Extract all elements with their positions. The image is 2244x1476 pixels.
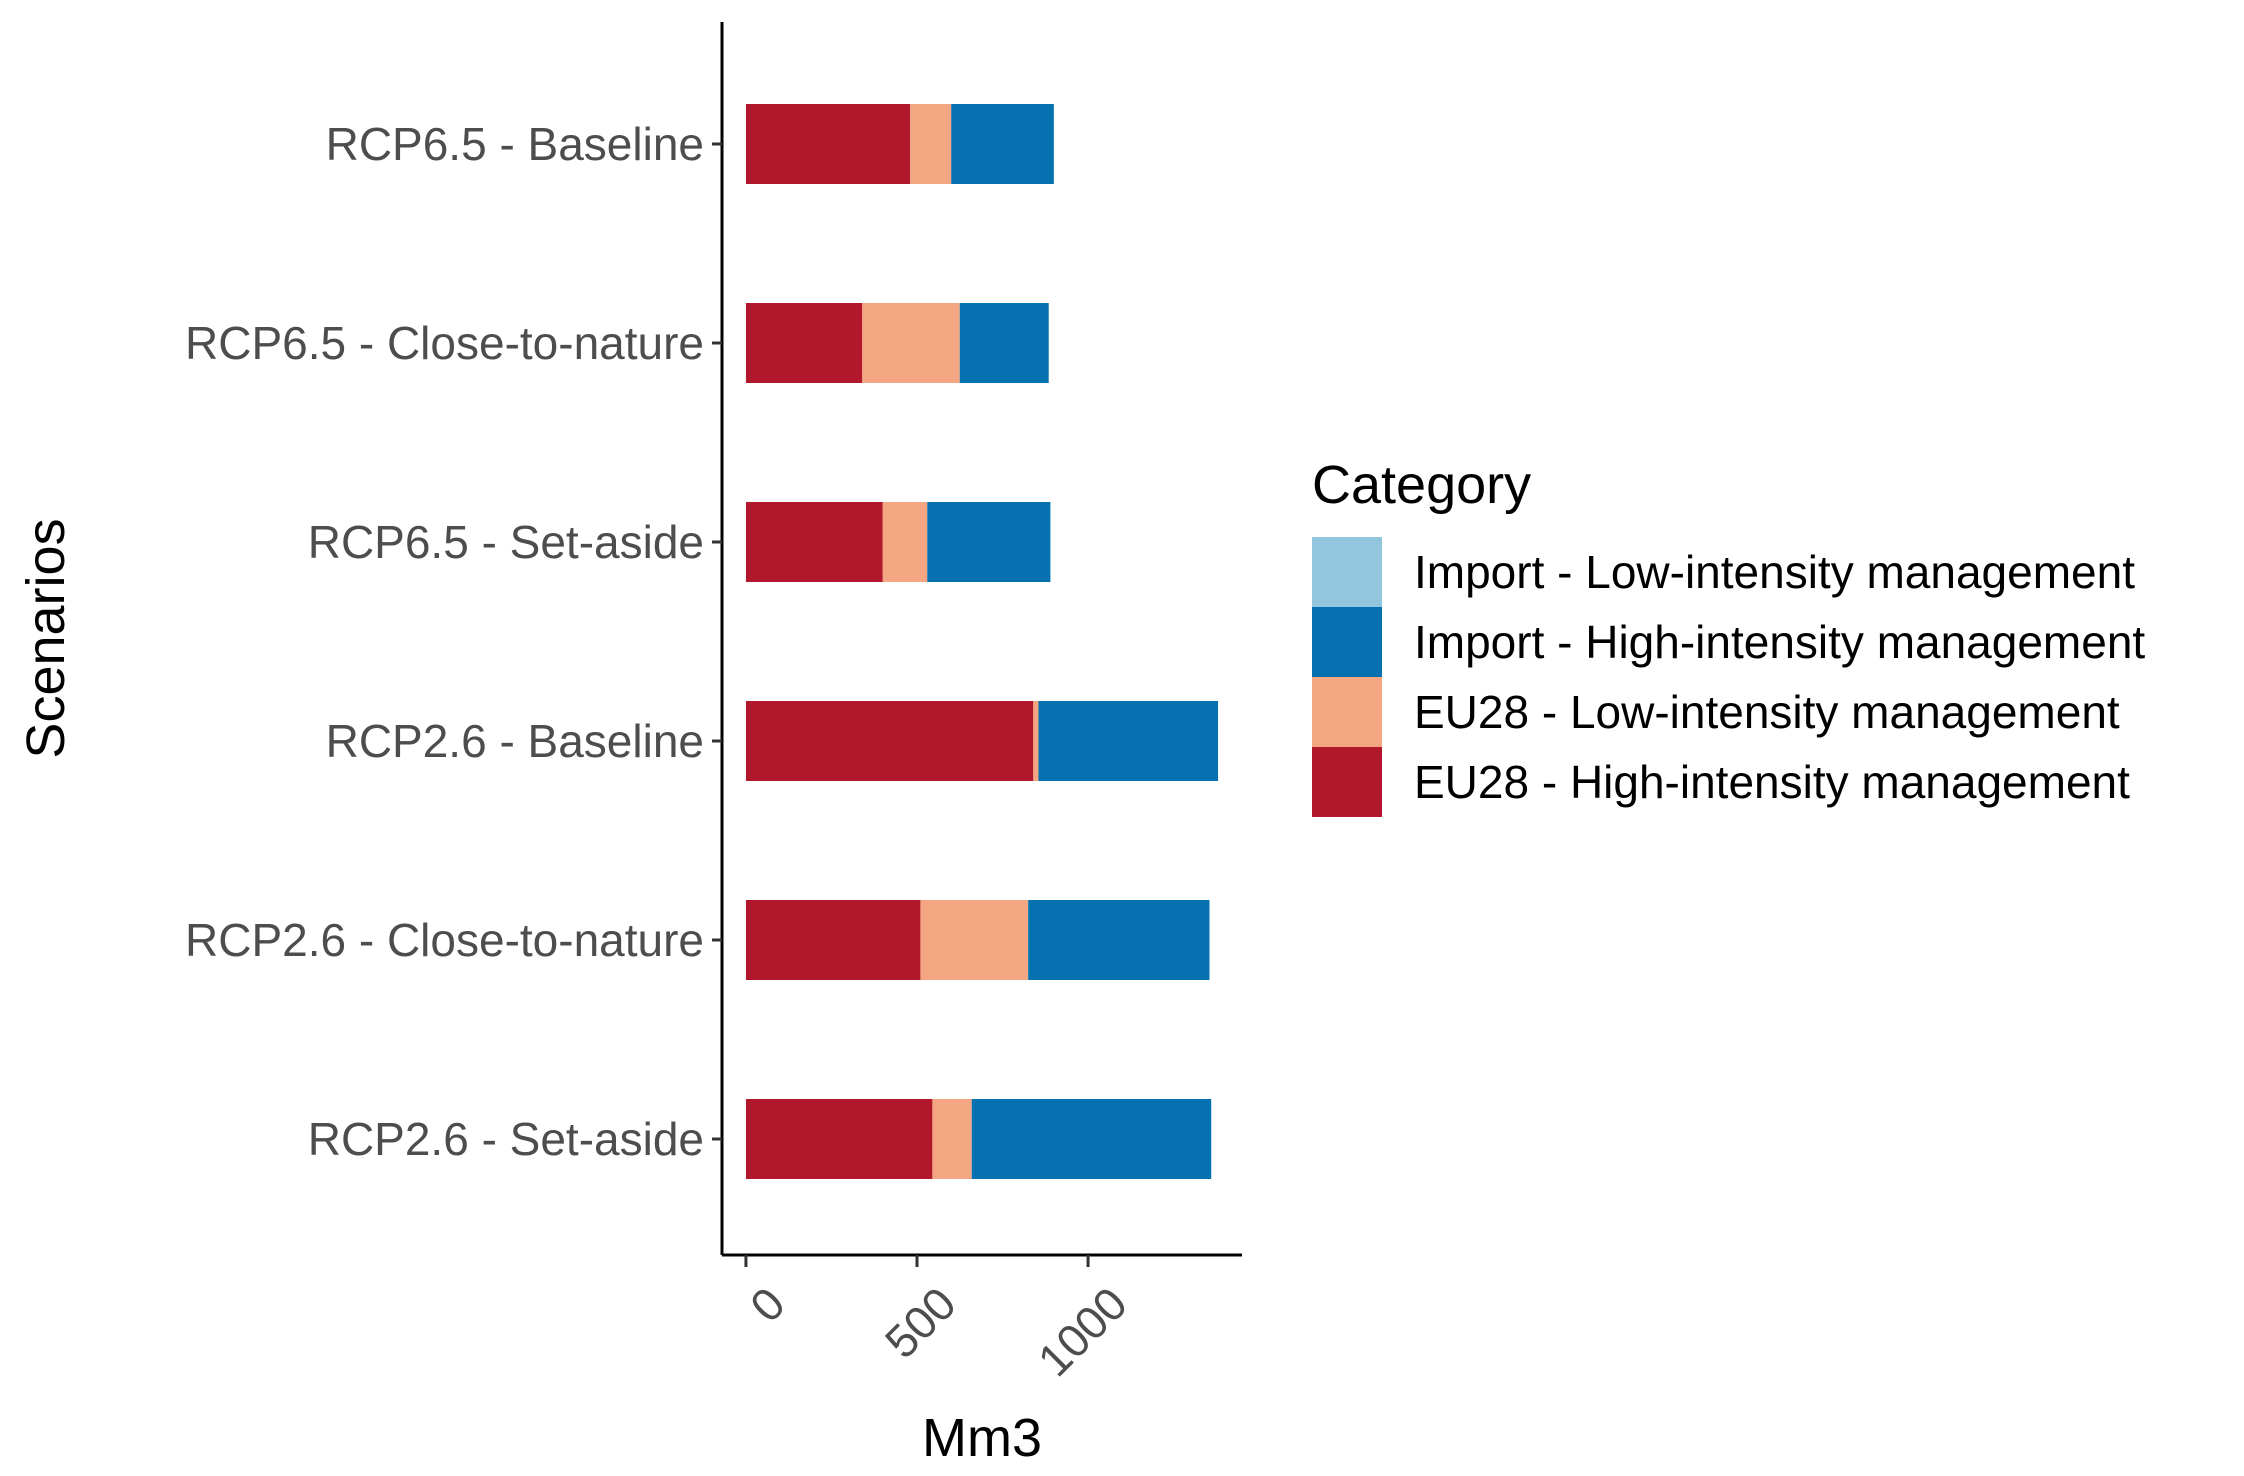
y-tick-label: RCP6.5 - Close-to-nature bbox=[185, 317, 704, 369]
bar-segment bbox=[951, 104, 1054, 184]
bar-segment bbox=[882, 502, 928, 582]
bar-segment bbox=[862, 303, 960, 383]
bar-segment bbox=[745, 701, 1034, 781]
x-tick-label: 0 bbox=[740, 1277, 795, 1332]
legend-label: Import - Low-intensity management bbox=[1414, 546, 2135, 598]
bar-segment bbox=[927, 502, 1051, 582]
legend-key bbox=[1312, 747, 1382, 817]
legend-key bbox=[1312, 537, 1382, 607]
legend-title: Category bbox=[1312, 455, 1531, 515]
x-tick-label: 500 bbox=[875, 1277, 966, 1368]
bar-segment bbox=[745, 303, 863, 383]
bar-segment bbox=[745, 104, 911, 184]
bar-segment bbox=[932, 1099, 972, 1179]
bar-segment bbox=[1038, 701, 1219, 781]
x-axis: 0 500 1000 bbox=[722, 1253, 1242, 1386]
bar-segment bbox=[1028, 900, 1210, 980]
bar-segment bbox=[1033, 701, 1039, 781]
legend: Category Import - Low-intensity manageme… bbox=[1312, 455, 2145, 817]
y-tick-label: RCP6.5 - Set-aside bbox=[308, 516, 704, 568]
bar-segment bbox=[971, 1099, 1212, 1179]
y-axis: RCP6.5 - Baseline RCP6.5 - Close-to-natur… bbox=[185, 22, 724, 1255]
legend-key bbox=[1312, 677, 1382, 747]
bar-segment bbox=[920, 900, 1029, 980]
y-tick-label: RCP6.5 - Baseline bbox=[326, 118, 704, 170]
bar-segment bbox=[745, 1099, 933, 1179]
y-axis-title: Scenarios bbox=[16, 518, 76, 758]
y-tick-label: RCP2.6 - Close-to-nature bbox=[185, 914, 704, 966]
legend-key bbox=[1312, 607, 1382, 677]
bars-layer bbox=[745, 104, 1219, 1179]
legend-label: EU28 - Low-intensity management bbox=[1414, 686, 2120, 738]
bar-segment bbox=[959, 303, 1049, 383]
y-tick-label: RCP2.6 - Set-aside bbox=[308, 1113, 704, 1165]
bar-segment bbox=[745, 502, 883, 582]
y-tick-label: RCP2.6 - Baseline bbox=[326, 715, 704, 767]
x-axis-title: Mm3 bbox=[922, 1408, 1042, 1468]
legend-label: EU28 - High-intensity management bbox=[1414, 756, 2130, 808]
bar-segment bbox=[910, 104, 952, 184]
x-tick-label: 1000 bbox=[1028, 1277, 1137, 1386]
bar-segment bbox=[745, 900, 921, 980]
legend-label: Import - High-intensity management bbox=[1414, 616, 2145, 668]
